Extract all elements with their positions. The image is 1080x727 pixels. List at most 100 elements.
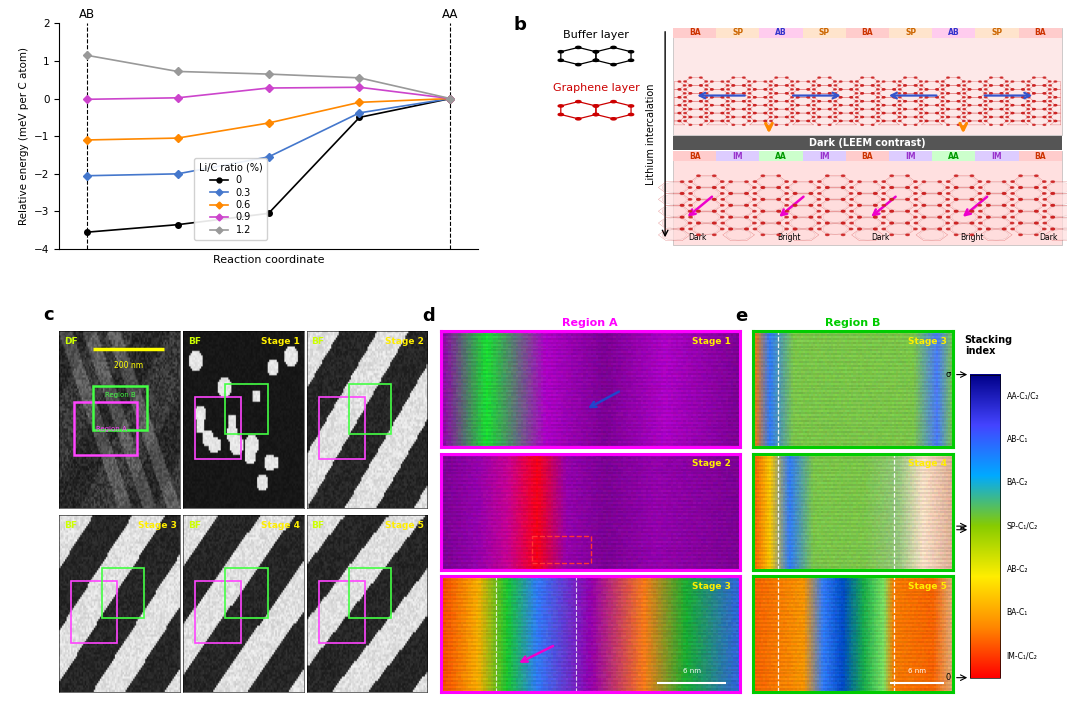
Circle shape <box>684 85 686 86</box>
Circle shape <box>1016 212 1040 222</box>
Circle shape <box>662 206 686 217</box>
Circle shape <box>761 234 765 236</box>
FancyBboxPatch shape <box>802 151 846 161</box>
Circle shape <box>955 234 958 236</box>
Circle shape <box>1018 187 1022 188</box>
Circle shape <box>629 59 634 61</box>
Circle shape <box>939 228 942 230</box>
Circle shape <box>629 113 634 116</box>
Text: BA-C₁: BA-C₁ <box>1007 608 1028 617</box>
Circle shape <box>861 108 863 110</box>
Circle shape <box>697 222 700 224</box>
Circle shape <box>872 101 874 102</box>
Circle shape <box>1018 211 1022 212</box>
Circle shape <box>743 124 745 125</box>
Circle shape <box>700 108 702 110</box>
Circle shape <box>794 228 797 230</box>
Circle shape <box>1016 188 1040 198</box>
Circle shape <box>920 182 944 193</box>
Circle shape <box>1043 187 1047 188</box>
Circle shape <box>922 217 926 218</box>
Circle shape <box>828 77 831 78</box>
Circle shape <box>906 234 909 236</box>
Circle shape <box>1032 116 1035 118</box>
Circle shape <box>729 228 732 230</box>
Circle shape <box>877 97 879 98</box>
Circle shape <box>745 228 748 230</box>
Circle shape <box>920 81 922 82</box>
Circle shape <box>874 228 877 230</box>
Circle shape <box>745 204 748 206</box>
Circle shape <box>899 89 901 90</box>
Circle shape <box>764 97 767 98</box>
Circle shape <box>711 97 713 98</box>
Circle shape <box>775 85 778 86</box>
Circle shape <box>792 93 794 94</box>
Circle shape <box>818 93 821 94</box>
Circle shape <box>729 217 732 218</box>
Circle shape <box>915 93 917 94</box>
Circle shape <box>593 113 598 116</box>
Circle shape <box>758 224 783 234</box>
Circle shape <box>1043 124 1045 125</box>
Circle shape <box>727 194 751 204</box>
Circle shape <box>920 116 922 118</box>
Circle shape <box>899 81 901 82</box>
Circle shape <box>818 93 821 94</box>
Circle shape <box>689 101 691 102</box>
Circle shape <box>1002 205 1005 206</box>
FancyBboxPatch shape <box>889 28 932 38</box>
Circle shape <box>1002 228 1005 230</box>
Text: Stage 1: Stage 1 <box>261 337 300 345</box>
Circle shape <box>872 116 874 118</box>
FancyBboxPatch shape <box>716 151 759 161</box>
Circle shape <box>906 187 909 188</box>
Circle shape <box>834 100 837 102</box>
Circle shape <box>727 206 751 217</box>
Circle shape <box>946 222 949 224</box>
Circle shape <box>904 124 906 125</box>
Circle shape <box>785 124 788 125</box>
Circle shape <box>753 187 756 188</box>
Circle shape <box>957 108 960 110</box>
Text: SP: SP <box>819 28 829 37</box>
Circle shape <box>987 181 990 182</box>
Circle shape <box>1011 97 1014 98</box>
Text: SP: SP <box>991 28 1002 37</box>
Circle shape <box>957 93 960 94</box>
Circle shape <box>785 108 788 110</box>
Circle shape <box>713 187 716 188</box>
Circle shape <box>841 222 845 224</box>
Text: 6 nm: 6 nm <box>683 667 701 674</box>
Circle shape <box>922 228 926 230</box>
Circle shape <box>775 108 778 110</box>
Circle shape <box>700 101 702 102</box>
Circle shape <box>915 116 917 118</box>
Circle shape <box>939 204 942 206</box>
Circle shape <box>713 175 716 177</box>
Circle shape <box>1051 228 1054 230</box>
Circle shape <box>785 116 788 118</box>
Circle shape <box>748 85 751 86</box>
Circle shape <box>732 85 734 86</box>
Circle shape <box>861 85 863 86</box>
Circle shape <box>984 100 986 102</box>
Circle shape <box>791 182 815 193</box>
Circle shape <box>761 198 765 200</box>
Circle shape <box>727 116 729 118</box>
Circle shape <box>969 97 971 98</box>
Text: IM: IM <box>991 152 1002 161</box>
Circle shape <box>697 187 700 188</box>
Circle shape <box>877 108 879 110</box>
Circle shape <box>785 108 788 110</box>
Circle shape <box>593 105 598 107</box>
Circle shape <box>809 193 812 194</box>
Circle shape <box>729 193 732 194</box>
Circle shape <box>861 108 863 110</box>
Circle shape <box>775 124 778 125</box>
Circle shape <box>745 228 748 230</box>
Circle shape <box>855 97 859 98</box>
Circle shape <box>957 77 960 78</box>
Circle shape <box>785 198 788 200</box>
Circle shape <box>775 93 778 94</box>
